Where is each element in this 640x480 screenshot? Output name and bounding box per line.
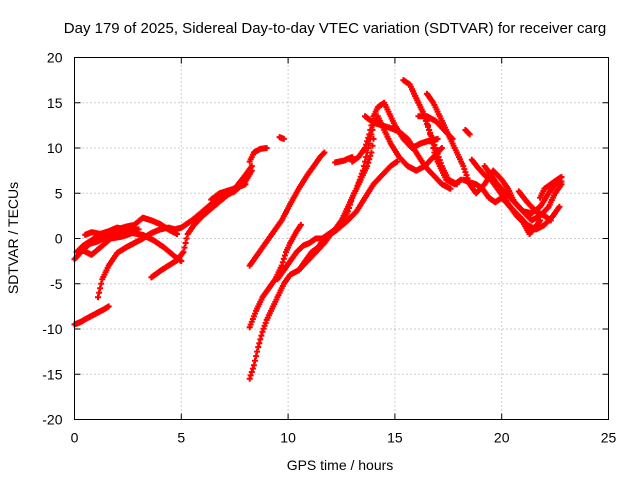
data-points-layer bbox=[71, 77, 565, 382]
data-series-track bbox=[82, 224, 138, 238]
y-tick-label: 15 bbox=[47, 95, 63, 111]
data-series-track bbox=[208, 181, 249, 203]
data-point-markers bbox=[246, 158, 400, 382]
y-tick-label: -5 bbox=[50, 276, 63, 292]
x-tick-label: 20 bbox=[494, 430, 510, 446]
x-tick-label: 25 bbox=[601, 430, 617, 446]
y-tick-label: -20 bbox=[42, 412, 62, 428]
data-point-markers bbox=[246, 221, 304, 331]
plot-frame bbox=[74, 57, 609, 420]
y-tick-label: -10 bbox=[42, 321, 62, 337]
data-point-markers bbox=[148, 163, 255, 281]
data-series-track bbox=[246, 149, 328, 269]
data-series-track bbox=[71, 303, 112, 328]
data-point-markers bbox=[208, 181, 249, 203]
data-series-track bbox=[362, 113, 454, 192]
data-point-markers bbox=[246, 149, 328, 269]
data-series-track bbox=[332, 154, 356, 166]
x-tick-label: 15 bbox=[387, 430, 403, 446]
data-series-track bbox=[77, 230, 185, 265]
x-tick-label: 0 bbox=[71, 430, 79, 446]
y-tick-label: 20 bbox=[47, 50, 63, 66]
y-tick-label: 0 bbox=[55, 231, 63, 247]
tick-layer: 0 5 10 15 20 25 -20 -15 -10 -5 0 5 10 15 20 bbox=[42, 50, 616, 446]
y-axis-label: SDTVAR / TECUs bbox=[5, 182, 21, 294]
data-point-markers bbox=[77, 230, 185, 265]
data-series-track bbox=[537, 174, 565, 201]
data-series-track bbox=[148, 163, 255, 281]
data-series-track bbox=[468, 156, 544, 237]
data-series-track bbox=[246, 145, 270, 165]
data-point-markers bbox=[82, 224, 138, 238]
y-tick-label: -15 bbox=[42, 366, 62, 382]
data-point-markers bbox=[409, 86, 460, 188]
data-series-track bbox=[515, 188, 554, 224]
data-series-track bbox=[246, 221, 304, 331]
data-point-markers bbox=[295, 113, 445, 274]
chart-title: Day 179 of 2025, Sidereal Day-to-day VTE… bbox=[64, 20, 606, 37]
data-point-markers bbox=[276, 134, 287, 142]
data-series-track bbox=[409, 86, 460, 188]
x-axis-label: GPS time / hours bbox=[287, 457, 394, 473]
data-point-markers bbox=[71, 303, 112, 328]
data-point-markers bbox=[515, 188, 554, 224]
data-point-markers bbox=[537, 174, 565, 201]
x-tick-label: 10 bbox=[280, 430, 296, 446]
data-point-markers bbox=[362, 113, 454, 192]
data-point-markers bbox=[246, 145, 270, 165]
data-series-track bbox=[276, 134, 287, 142]
x-tick-label: 5 bbox=[177, 430, 185, 446]
grid-layer bbox=[74, 57, 609, 420]
data-point-markers bbox=[468, 156, 544, 237]
data-point-markers bbox=[462, 126, 473, 138]
data-point-markers bbox=[332, 154, 356, 166]
data-series-track bbox=[246, 158, 400, 382]
data-series-track bbox=[462, 126, 473, 138]
data-series-track bbox=[295, 113, 445, 274]
y-tick-label: 5 bbox=[55, 185, 63, 201]
y-tick-label: 10 bbox=[47, 140, 63, 156]
